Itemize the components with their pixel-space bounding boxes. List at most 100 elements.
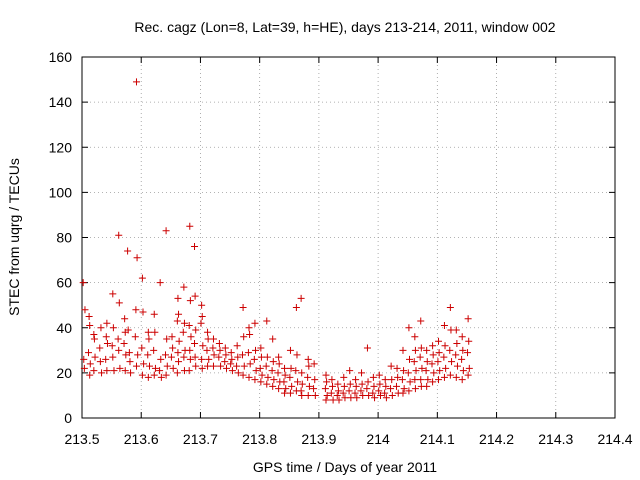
data-point — [174, 294, 182, 302]
data-point — [405, 355, 413, 363]
data-point — [281, 364, 289, 372]
data-point — [345, 387, 353, 395]
data-point — [453, 340, 461, 348]
data-point — [263, 353, 271, 361]
data-point — [238, 351, 246, 359]
data-point — [329, 382, 337, 390]
x-tick-label: 214.1 — [420, 431, 455, 447]
data-point — [103, 340, 111, 348]
data-point — [157, 355, 165, 363]
data-point — [411, 376, 419, 384]
data-point — [204, 328, 212, 336]
x-tick-label: 213.5 — [64, 431, 99, 447]
data-point — [346, 380, 354, 388]
data-point — [322, 396, 330, 404]
x-tick-label: 214.2 — [479, 431, 514, 447]
data-point — [305, 382, 313, 390]
data-point — [369, 389, 377, 397]
data-point — [411, 346, 419, 354]
data-point — [394, 373, 402, 381]
x-tick-label: 213.8 — [242, 431, 277, 447]
data-point — [352, 376, 360, 384]
data-point — [115, 346, 123, 354]
data-point — [233, 362, 241, 370]
data-point — [192, 362, 200, 370]
data-point — [198, 312, 206, 320]
data-point — [442, 364, 450, 372]
data-point — [156, 279, 164, 287]
data-point — [376, 380, 384, 388]
data-point — [263, 317, 271, 325]
data-point — [139, 308, 147, 316]
data-point — [256, 364, 264, 372]
data-point — [209, 344, 217, 352]
y-tick-label: 140 — [49, 94, 73, 110]
data-point — [352, 382, 360, 390]
data-point — [210, 351, 218, 359]
data-point — [418, 364, 426, 372]
data-point — [412, 367, 420, 375]
data-point — [275, 360, 283, 368]
data-point — [292, 303, 300, 311]
data-point — [169, 364, 177, 372]
data-point — [358, 369, 366, 377]
data-point — [81, 306, 89, 314]
data-point — [90, 331, 98, 339]
data-point — [358, 380, 366, 388]
data-point — [110, 367, 118, 375]
data-point — [205, 355, 213, 363]
data-point — [102, 333, 110, 341]
data-point — [245, 373, 253, 381]
data-point — [187, 333, 195, 341]
data-point — [86, 371, 94, 379]
data-point — [327, 389, 335, 397]
data-point — [435, 337, 443, 345]
data-point — [322, 371, 330, 379]
data-point — [140, 360, 148, 368]
data-point — [452, 373, 460, 381]
data-point — [198, 355, 206, 363]
data-point — [375, 387, 383, 395]
data-point — [417, 344, 425, 352]
data-point — [186, 355, 194, 363]
data-point — [465, 337, 473, 345]
data-point — [416, 353, 424, 361]
y-tick-label: 0 — [64, 410, 72, 426]
data-point — [268, 367, 276, 375]
data-point — [297, 294, 305, 302]
data-point — [376, 391, 384, 399]
data-point — [399, 346, 407, 354]
data-point — [150, 310, 158, 318]
data-point — [304, 355, 312, 363]
data-point — [162, 351, 170, 359]
data-point — [448, 358, 456, 366]
data-point — [180, 353, 188, 361]
data-point — [434, 358, 442, 366]
data-point — [286, 346, 294, 354]
y-tick-label: 40 — [56, 320, 72, 336]
data-point — [114, 335, 122, 343]
y-tick-label: 20 — [56, 365, 72, 381]
data-point — [209, 335, 217, 343]
data-point — [411, 385, 419, 393]
data-point — [156, 367, 164, 375]
data-point — [116, 364, 124, 372]
data-point — [144, 351, 152, 359]
data-point — [405, 387, 413, 395]
data-point — [417, 317, 425, 325]
data-point — [240, 333, 248, 341]
data-point — [133, 254, 141, 262]
data-point — [138, 274, 146, 282]
data-point — [192, 326, 200, 334]
data-point — [333, 391, 341, 399]
data-point — [351, 389, 359, 397]
data-point — [257, 378, 265, 386]
data-point — [440, 321, 448, 329]
data-point — [115, 299, 123, 307]
data-point — [281, 389, 289, 397]
data-point — [452, 326, 460, 334]
data-point — [417, 376, 425, 384]
data-point — [124, 326, 132, 334]
data-point — [429, 378, 437, 386]
data-point — [410, 358, 418, 366]
